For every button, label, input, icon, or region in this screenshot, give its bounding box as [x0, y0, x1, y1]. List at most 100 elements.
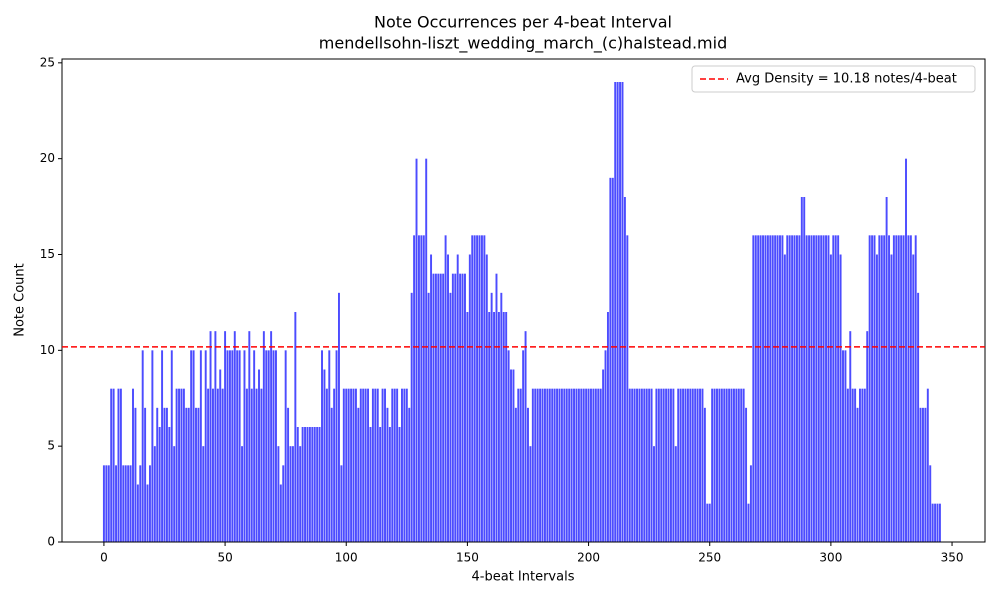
bar: [163, 407, 166, 542]
bar: [308, 427, 311, 542]
bar: [684, 388, 687, 542]
bar: [410, 292, 413, 542]
bar: [296, 427, 299, 542]
bar: [720, 388, 723, 542]
bar: [500, 292, 503, 542]
bar: [858, 388, 861, 542]
bar: [817, 235, 820, 543]
bar: [776, 235, 779, 543]
bar: [168, 427, 171, 542]
bar: [459, 273, 462, 542]
x-tick-label: 350: [941, 551, 964, 565]
bar: [536, 388, 539, 542]
bar: [364, 388, 367, 542]
bar: [381, 388, 384, 542]
bar: [779, 235, 781, 543]
x-tick-label: 150: [456, 551, 479, 565]
bar: [837, 235, 840, 543]
bar: [597, 388, 600, 542]
bar: [347, 388, 350, 542]
bar: [570, 388, 573, 542]
x-tick-label: 300: [819, 551, 842, 565]
bar: [735, 388, 738, 542]
bar: [262, 331, 265, 542]
bar: [616, 82, 619, 542]
bar: [560, 388, 563, 542]
bar: [551, 388, 554, 542]
bar: [606, 312, 609, 542]
bar: [260, 388, 263, 542]
bar: [686, 388, 689, 542]
bar: [694, 388, 697, 542]
y-tick-label: 15: [40, 247, 55, 261]
bar: [577, 388, 580, 542]
bar: [541, 388, 544, 542]
bar: [241, 446, 244, 542]
bar: [505, 312, 508, 542]
bar: [657, 388, 660, 542]
bar: [548, 388, 551, 542]
bar: [563, 388, 566, 542]
bar: [124, 465, 127, 542]
bar: [294, 312, 297, 542]
bar: [846, 388, 849, 542]
bar: [829, 254, 832, 542]
bar: [170, 350, 173, 542]
bar: [430, 254, 433, 542]
bar: [754, 235, 757, 543]
bar: [529, 446, 532, 542]
bar: [839, 254, 842, 542]
bar: [805, 235, 808, 543]
x-tick-label: 100: [335, 551, 358, 565]
bar: [914, 235, 917, 543]
bar: [178, 388, 181, 542]
bar: [354, 388, 357, 542]
bar: [631, 388, 634, 542]
bar: [464, 273, 466, 542]
bar: [628, 388, 631, 542]
bar: [144, 407, 147, 542]
bar: [476, 235, 479, 543]
bar: [825, 235, 828, 543]
bar: [105, 465, 108, 542]
bar: [512, 369, 515, 542]
bar: [396, 388, 399, 542]
bar: [885, 197, 888, 542]
bar: [873, 235, 876, 543]
bar: [769, 235, 772, 543]
bar: [745, 407, 748, 542]
bar: [437, 273, 440, 542]
bar: [449, 292, 452, 542]
bar: [119, 388, 122, 542]
bar: [369, 427, 372, 542]
bar: [187, 407, 190, 542]
bar: [650, 388, 653, 542]
bar: [660, 388, 663, 542]
x-tick-label: 200: [577, 551, 600, 565]
bar: [701, 388, 704, 542]
bar: [762, 235, 765, 543]
bar: [665, 388, 668, 542]
bar: [325, 388, 328, 542]
bar: [175, 388, 178, 542]
bar: [277, 446, 280, 542]
bar: [890, 254, 893, 542]
bar: [267, 350, 270, 542]
bar: [425, 158, 428, 542]
bar: [122, 465, 125, 542]
bar: [638, 388, 641, 542]
bar: [812, 235, 815, 543]
bar: [844, 350, 847, 542]
bar: [609, 177, 612, 543]
bar: [328, 350, 331, 542]
bar: [216, 388, 219, 542]
bar: [199, 350, 202, 542]
bar: [461, 273, 464, 542]
bar: [211, 388, 214, 542]
bar: [275, 350, 277, 542]
bar: [931, 503, 934, 542]
bar: [165, 407, 168, 542]
bar: [674, 446, 677, 542]
bar: [367, 388, 370, 542]
bar: [287, 407, 290, 542]
